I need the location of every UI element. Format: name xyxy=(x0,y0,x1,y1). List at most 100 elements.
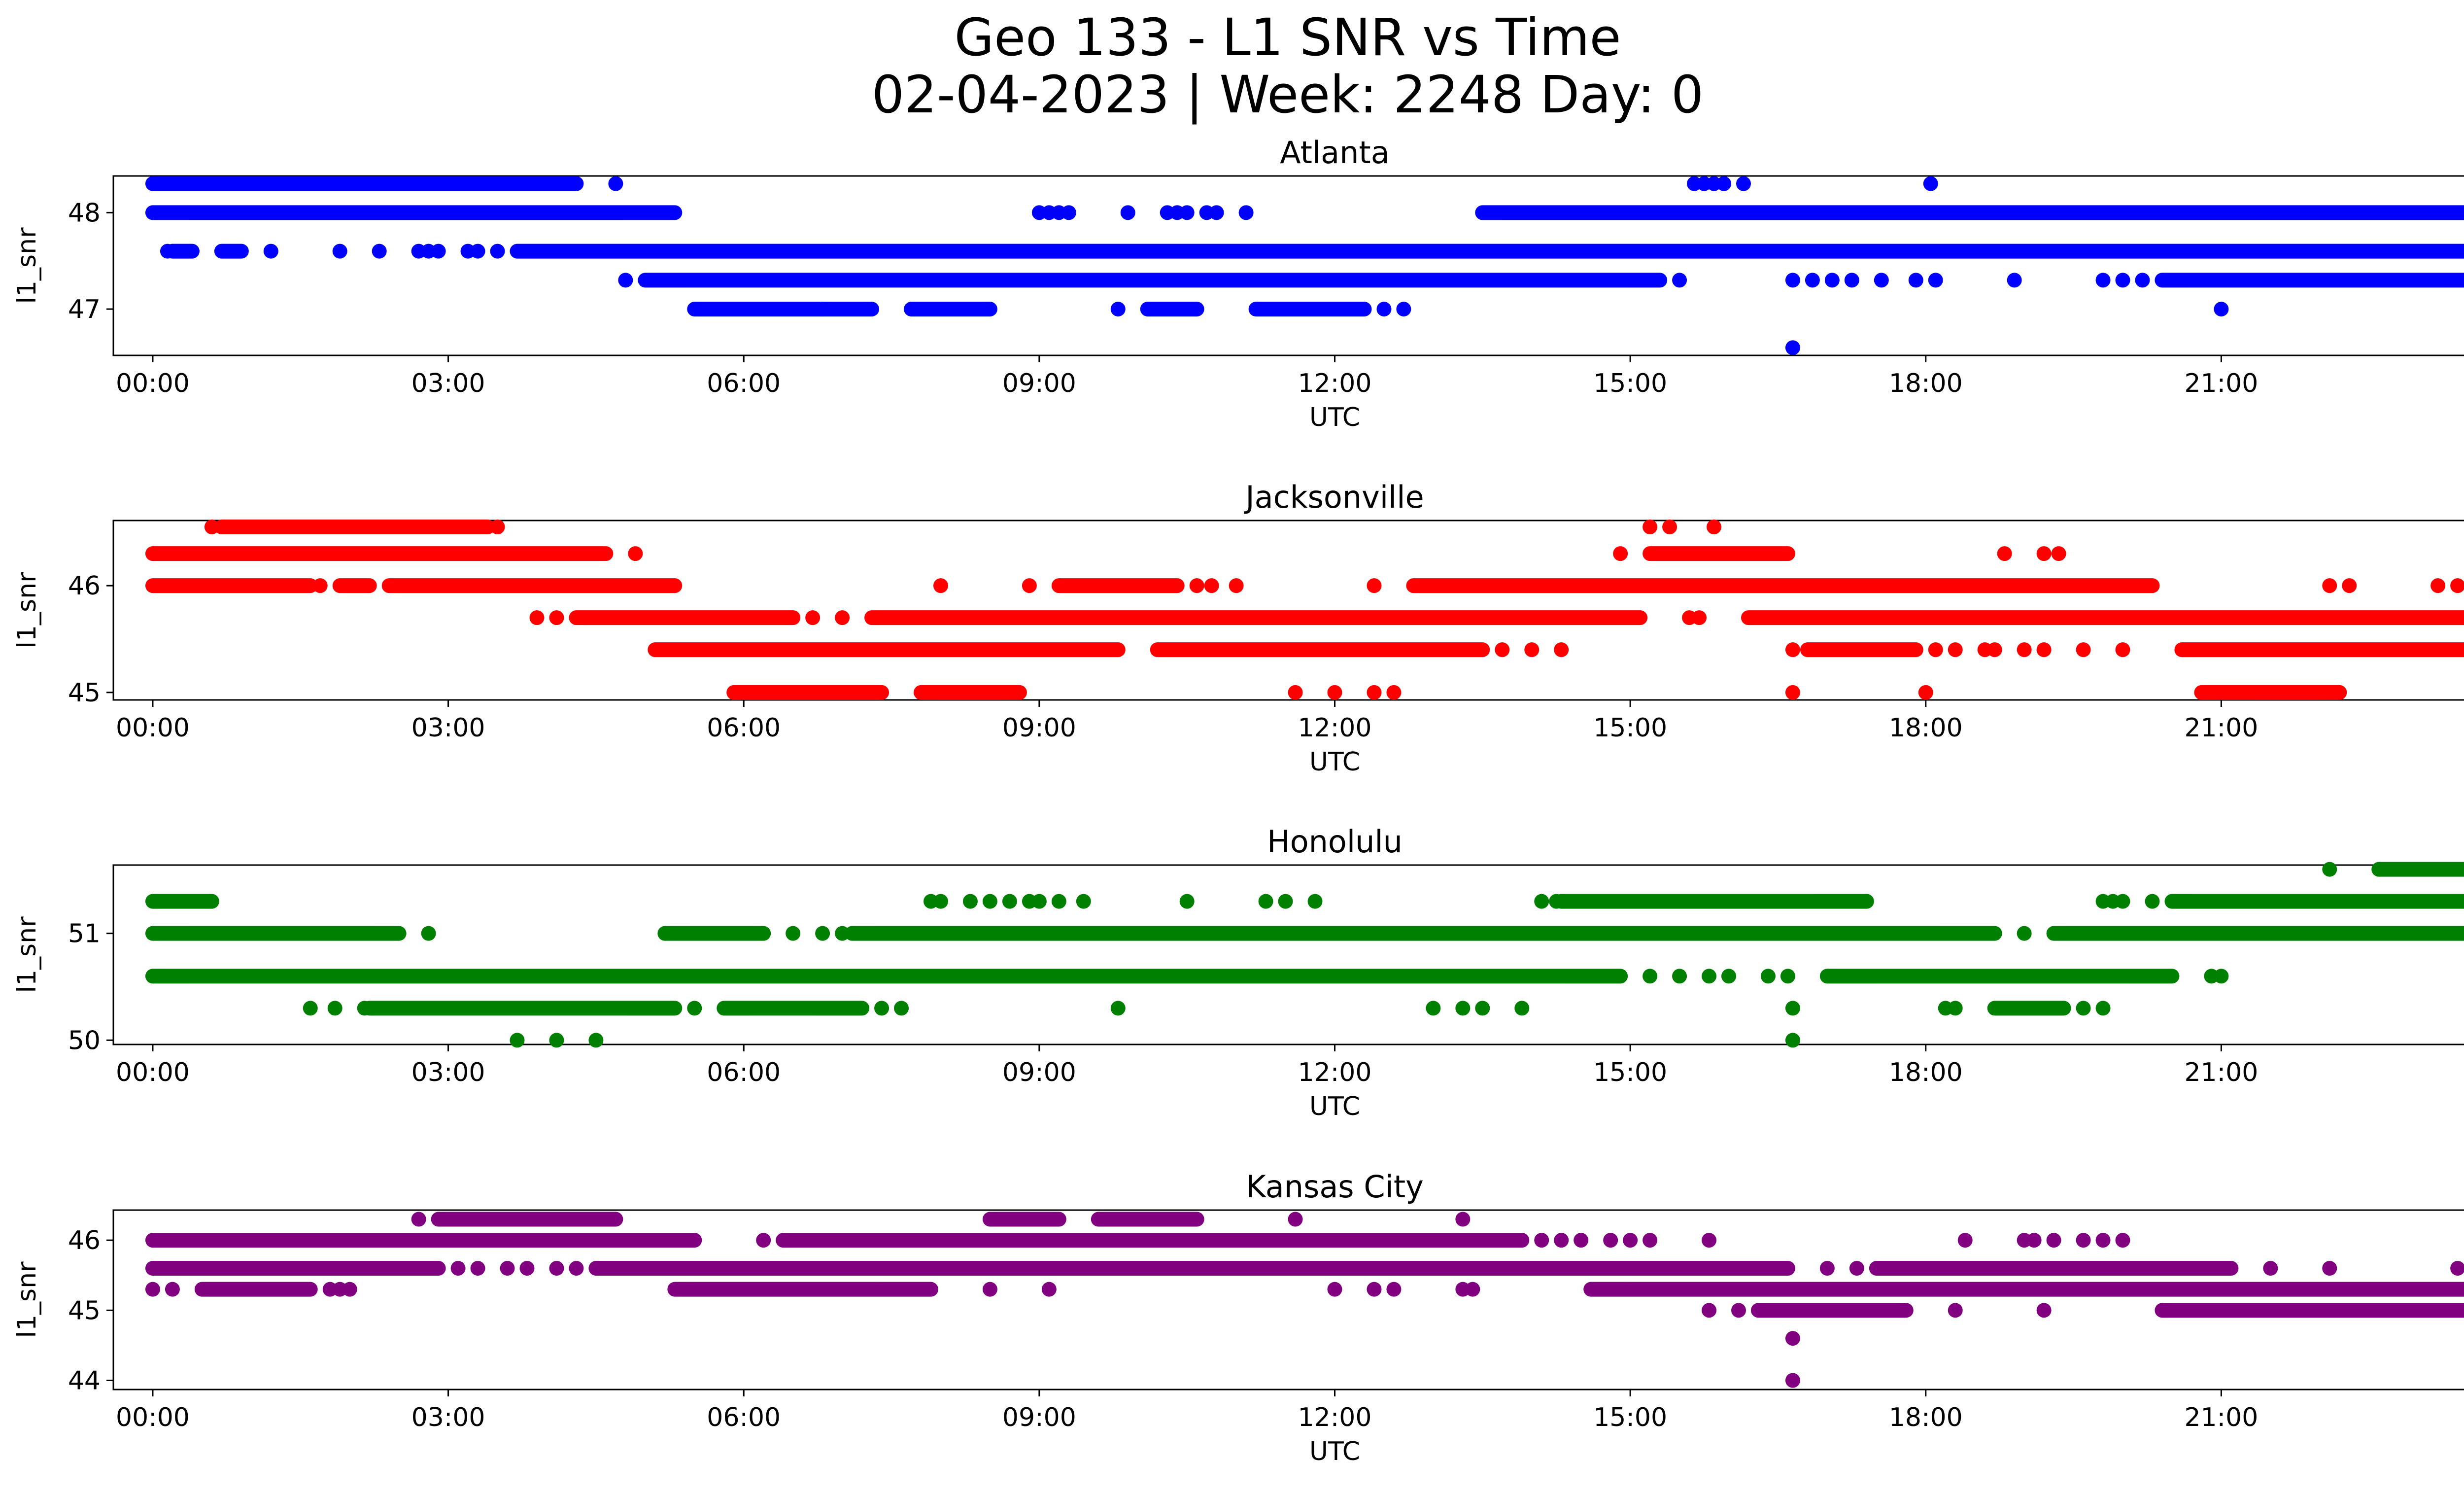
x-tick-label: 18:00 xyxy=(1889,1058,1963,1087)
data-point xyxy=(1692,610,1707,626)
data-point xyxy=(332,243,347,259)
data-point xyxy=(1702,1233,1717,1248)
data-point xyxy=(1204,578,1219,593)
data-point xyxy=(1396,302,1411,317)
data-point xyxy=(1957,1233,1973,1248)
x-tick-label: 09:00 xyxy=(1002,713,1076,743)
data-point xyxy=(1076,894,1091,909)
x-tick-label: 15:00 xyxy=(1593,1058,1667,1087)
x-tick-label: 00:00 xyxy=(116,1403,190,1432)
data-point xyxy=(1455,1001,1471,1016)
x-tick-label: 18:00 xyxy=(1889,369,1963,398)
data-point xyxy=(342,1282,357,1297)
data-point xyxy=(1229,578,1244,593)
data-point xyxy=(2036,642,2052,658)
data-point xyxy=(2115,1233,2130,1248)
data-point xyxy=(1824,273,1840,288)
data-point xyxy=(1209,205,1224,220)
data-point xyxy=(2036,546,2052,561)
data-point xyxy=(160,243,175,259)
x-tick-label: 21:00 xyxy=(2184,713,2258,743)
x-tick-label: 03:00 xyxy=(411,1058,485,1087)
data-point xyxy=(933,578,948,593)
data-point xyxy=(1514,1001,1530,1016)
x-tick-label: 12:00 xyxy=(1298,713,1372,743)
x-tick-label: 03:00 xyxy=(411,1403,485,1432)
y-tick-label: 50 xyxy=(68,1026,101,1055)
data-point xyxy=(1731,1303,1746,1318)
data-point xyxy=(421,926,436,941)
data-point xyxy=(2115,642,2130,658)
data-point xyxy=(1923,176,1938,191)
x-tick-label: 06:00 xyxy=(707,369,781,398)
panel-title: Kansas City xyxy=(1246,1169,1424,1205)
data-point xyxy=(2322,578,2337,593)
data-point xyxy=(1002,894,1017,909)
data-point xyxy=(1120,205,1135,220)
x-tick-label: 03:00 xyxy=(411,369,485,398)
data-point xyxy=(165,1282,180,1297)
x-tick-label: 15:00 xyxy=(1593,713,1667,743)
data-point xyxy=(1386,685,1402,700)
data-point xyxy=(2135,273,2150,288)
data-point xyxy=(450,1261,466,1276)
data-point xyxy=(2076,642,2091,658)
data-point xyxy=(1534,894,1549,909)
data-point xyxy=(1426,1001,1441,1016)
y-tick-label: 48 xyxy=(68,198,101,228)
data-point xyxy=(1849,1261,1864,1276)
x-axis-label: UTC xyxy=(1309,403,1360,432)
data-point xyxy=(1603,1233,1618,1248)
data-point xyxy=(569,1261,584,1276)
data-point xyxy=(327,1001,342,1016)
data-point xyxy=(431,243,446,259)
data-point xyxy=(1997,546,2012,561)
data-point xyxy=(1495,642,1510,658)
data-point xyxy=(2017,642,2032,658)
data-point xyxy=(1110,302,1126,317)
x-tick-label: 09:00 xyxy=(1002,1058,1076,1087)
data-point xyxy=(490,243,505,259)
data-point xyxy=(1288,685,1303,700)
data-point xyxy=(1672,969,1687,984)
data-point xyxy=(549,610,564,626)
x-tick-label: 00:00 xyxy=(116,369,190,398)
data-point xyxy=(1987,642,2002,658)
data-point xyxy=(2214,302,2229,317)
x-tick-label: 21:00 xyxy=(2184,369,2258,398)
data-point xyxy=(588,1033,604,1048)
x-tick-label: 15:00 xyxy=(1593,369,1667,398)
y-tick-label: 51 xyxy=(68,919,101,949)
data-point xyxy=(1702,1303,1717,1318)
data-point xyxy=(1672,273,1687,288)
data-point xyxy=(1760,969,1776,984)
data-point xyxy=(145,1282,160,1297)
data-point xyxy=(608,176,623,191)
data-point xyxy=(2450,578,2464,593)
x-axis-label: UTC xyxy=(1309,747,1360,777)
data-point xyxy=(1031,894,1047,909)
chart-panel: Jacksonville 00:00 03:00 06:00 09:00 12:00 15:… xyxy=(12,479,2464,777)
data-point xyxy=(1110,1001,1126,1016)
data-point xyxy=(2046,1233,2061,1248)
panel-title: Jacksonville xyxy=(1243,479,1424,515)
data-point xyxy=(1179,894,1195,909)
data-point xyxy=(1702,969,1717,984)
data-point xyxy=(962,894,978,909)
data-point xyxy=(786,926,801,941)
data-point xyxy=(1948,642,1963,658)
data-point xyxy=(2095,1001,2111,1016)
data-point xyxy=(1041,1282,1057,1297)
data-point xyxy=(2322,1261,2337,1276)
data-point xyxy=(1534,1233,1549,1248)
y-tick-label: 44 xyxy=(68,1366,101,1396)
data-point xyxy=(1819,1261,1835,1276)
data-point xyxy=(2051,546,2066,561)
data-point xyxy=(1805,273,1820,288)
data-point xyxy=(1948,1001,1963,1016)
data-point xyxy=(628,546,643,561)
x-tick-label: 12:00 xyxy=(1298,369,1372,398)
data-point xyxy=(204,520,219,534)
x-tick-label: 21:00 xyxy=(2184,1058,2258,1087)
x-tick-label: 09:00 xyxy=(1002,369,1076,398)
